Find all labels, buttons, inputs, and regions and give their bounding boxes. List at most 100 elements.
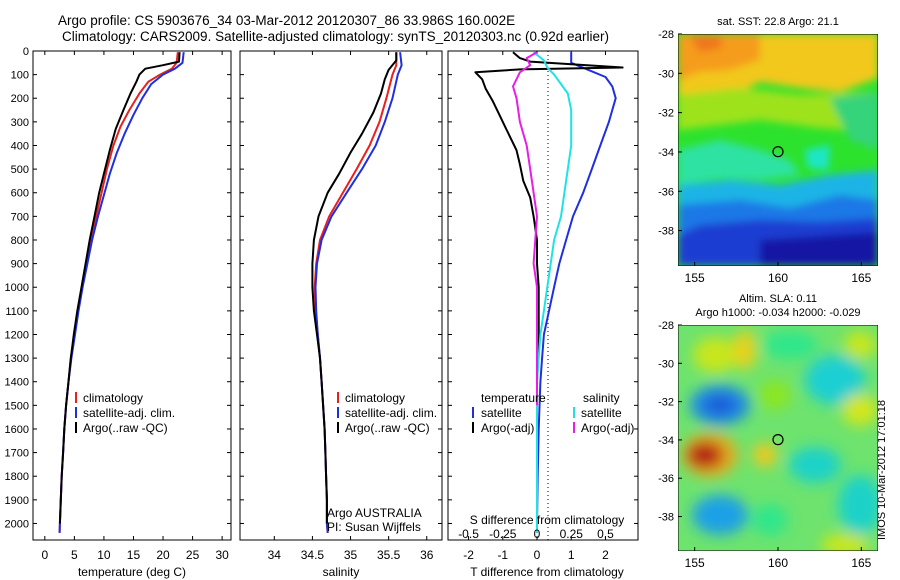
temperature-panel [32,50,232,541]
map-y-tick-label: -28 [658,29,674,41]
map-x-tick-label: 165 [851,556,871,570]
legend-title: salinity [583,391,620,405]
profile-line [532,51,573,533]
difference-legend: temperature salinitysatelliteArgo(-adj)sa… [472,391,634,435]
x-tick-label: 1 [568,548,575,562]
depth-tick-label: 1600 [5,424,29,436]
x-tick-label: -1 [497,548,508,562]
depth-tick-label: 1100 [5,306,29,318]
temperature-x-axis: 0 5 10 15 20 25 30 [33,50,231,562]
legend-label: climatology [345,391,405,405]
profile-line [512,51,538,406]
map-y-tick-label: -34 [658,435,674,447]
x-tick-label: 35 [344,548,358,562]
x-tick-label: 0 [534,548,541,562]
x-tick-label: 10 [97,548,111,562]
s-tick-label: 0 [534,527,541,541]
map-y-tick-label: -30 [658,68,674,80]
depth-tick-label: 1700 [5,448,29,460]
x-tick-label: 20 [156,548,170,562]
profile-line [536,52,617,533]
salinity-panel [239,50,443,541]
depth-tick-label: 2000 [5,518,29,530]
legend-label: Argo(-adj) [581,421,634,435]
float-pi-label: PI: Susan Wijffels [327,520,421,534]
depth-tick-label: 300 [11,117,29,129]
x-tick-label: 2 [602,548,609,562]
map-x-tick-label: 155 [685,556,705,570]
depth-tick-label: 1000 [5,282,29,294]
depth-tick-label: 1500 [5,400,29,412]
depth-tick-label: 1200 [5,329,29,341]
sst-float-marker [772,146,784,158]
legend-label: Argo(..raw -QC) [83,421,168,435]
x-tick-label: 25 [186,548,200,562]
legend-label: Argo(..raw -QC) [345,421,430,435]
temperature-axis-label: temperature (deg C) [78,565,186,579]
map-y-tick-label: -38 [658,512,674,524]
float-program-label: Argo AUSTRALIA [327,506,422,520]
map-x-tick-label: 165 [851,271,871,285]
profile-line [474,51,624,524]
sla-map-subtitle: Argo h1000: -0.034 h2000: -0.029 [695,307,860,319]
map-y-tick-label: -36 [658,186,674,198]
legend-label: satellite [581,406,622,420]
map-y-tick-label: -28 [658,320,674,332]
depth-tick-label: 100 [11,70,29,82]
depth-tick-label: 800 [11,235,29,247]
profile-line [311,52,398,524]
s-tick-label: -0.25 [489,527,517,541]
difference-panel [447,50,639,541]
legend-label: satellite [481,406,522,420]
sla-map-title: Altim. SLA: 0.11 [739,293,817,305]
sst-map [678,34,878,266]
depth-tick-label: 0 [23,46,29,58]
depth-tick-label: 1300 [5,353,29,365]
difference-profiles [474,51,624,533]
salinity-axis-label: salinity [323,565,360,579]
salinity-profiles [311,52,403,533]
map-y-tick-label: -34 [658,147,674,159]
legend-label: climatology [83,391,143,405]
legend-label: Argo(-adj) [481,421,534,435]
map-y-tick-label: -32 [658,397,674,409]
t-difference-axis-label: T difference from climatology [470,565,624,579]
legend-title: temperature [481,391,546,405]
legend-label: satellite-adj. clim. [83,406,175,420]
depth-tick-label: 400 [11,140,29,152]
climatology-title: Climatology: CARS2009. Satellite-adjuste… [62,29,610,44]
depth-tick-label: 600 [11,188,29,200]
map-y-tick-label: -30 [658,358,674,370]
map-x-tick-label: 160 [768,556,788,570]
x-tick-label: 5 [71,548,78,562]
x-tick-label: 34 [268,548,282,562]
depth-tick-label: 700 [11,211,29,223]
depth-tick-label: 200 [11,93,29,105]
depth-axis: 0 100 200 300 400 500 600 700 800 900 1000 1100 1200… [5,46,29,530]
sla-map-axes: 155 160 165 -28 -30 -32 -34 -36 -38 [658,320,872,570]
sst-map-axes: 155 160 165 -28 -30 -32 -34 -36 -38 [658,29,872,285]
profile-title: Argo profile: CS 5903676_34 03-Mar-2012 … [58,13,516,28]
s-difference-axis-label: S difference from climatology [470,513,625,527]
map-x-tick-label: 160 [768,271,788,285]
x-tick-label: 0 [41,548,48,562]
profile-line [58,52,181,524]
map-y-tick-label: -38 [658,226,674,238]
map-y-tick-label: -32 [658,108,674,120]
sst-map-title: sat. SST: 22.8 Argo: 21.1 [717,16,839,28]
difference-x-axis: -2 -1 0 1 2 [448,50,638,562]
s-tick-label: 0.25 [560,527,584,541]
legend-label: satellite-adj. clim. [345,406,437,420]
depth-tick-label: 500 [11,164,29,176]
salinity-x-axis: 34 34.5 35 35.5 36 [240,50,442,562]
x-tick-label: -2 [463,548,474,562]
x-tick-label: 30 [215,548,229,562]
s-tick-label: -0.5 [458,527,479,541]
temperature-profiles [58,52,185,533]
x-tick-label: 35.5 [377,548,401,562]
x-tick-label: 34.5 [301,548,325,562]
x-tick-label: 15 [127,548,141,562]
